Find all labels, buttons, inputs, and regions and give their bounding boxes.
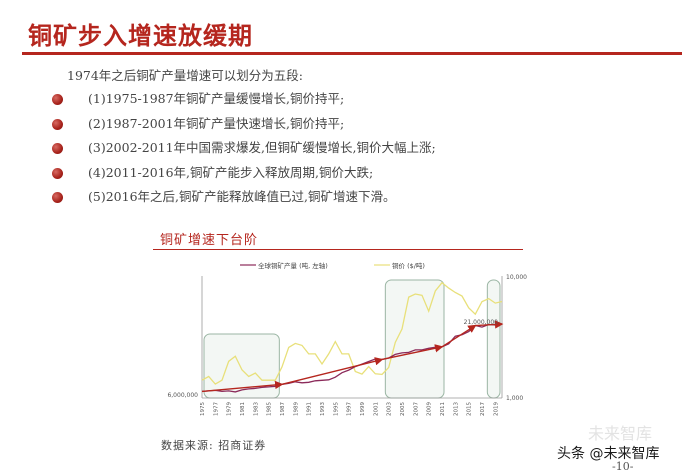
trend-arrow bbox=[441, 324, 477, 348]
left-axis-label-min: 6,000,000 bbox=[167, 392, 198, 399]
bullet-list: (1)1975-1987年铜矿产量缓慢增长,铜价持平; (2)1987-2001… bbox=[52, 90, 436, 213]
x-tick-label: 1995 bbox=[333, 402, 339, 416]
bullet-item: (3)2002-2011年中国需求爆发,但铜矿缓慢增长,铜价大幅上涨; bbox=[52, 139, 436, 164]
chart-title: 铜矿增速下台阶 bbox=[160, 233, 259, 248]
legend-label-price: 铜价 ($/吨) bbox=[392, 261, 425, 270]
bullet-item: (4)2011-2016年,铜矿产能步入释放周期,铜价大跌; bbox=[52, 164, 436, 189]
bullet-item: (1)1975-1987年铜矿产量缓慢增长,铜价持平; bbox=[52, 90, 436, 115]
slide-title: 铜矿步入增速放缓期 bbox=[28, 22, 253, 50]
x-tick-label: 1983 bbox=[253, 402, 259, 416]
x-tick-label: 1993 bbox=[320, 402, 326, 416]
x-tick-label: 1979 bbox=[227, 402, 233, 416]
x-tick-label: 2003 bbox=[387, 402, 393, 416]
bullet-text: (1)1975-1987年铜矿产量缓慢增长,铜价持平; bbox=[88, 91, 345, 106]
bullet-dot-icon bbox=[52, 118, 63, 130]
x-tick-label: 1999 bbox=[360, 402, 366, 416]
x-tick-label: 2019 bbox=[493, 402, 499, 416]
data-source: 数据来源: 招商证券 bbox=[161, 439, 267, 452]
bullet-dot-icon bbox=[52, 143, 63, 154]
x-tick-label: 2011 bbox=[440, 402, 446, 416]
chart-legend: 全球铜矿产量 (吨, 左轴) 铜价 ($/吨) bbox=[240, 261, 425, 270]
trend-arrow bbox=[201, 380, 284, 393]
copper-chart: 全球铜矿产量 (吨, 左轴) 铜价 ($/吨) 1975 1977 1979 1981 1… bbox=[167, 261, 527, 416]
period-box bbox=[486, 279, 501, 399]
watermark: 头条 @未来智库 bbox=[557, 446, 660, 462]
right-axis-label-min: 1,000 bbox=[506, 395, 523, 402]
x-tick-label: 1977 bbox=[213, 402, 219, 416]
bullet-text: (5)2016年之后,铜矿产能释放峰值已过,铜矿增速下滑。 bbox=[88, 189, 396, 204]
x-tick-label: 2001 bbox=[373, 402, 379, 416]
x-tick-label: 1989 bbox=[293, 402, 299, 416]
title-underline bbox=[22, 52, 682, 55]
trend-arrow bbox=[281, 357, 384, 385]
trend-arrow bbox=[475, 320, 504, 329]
x-tick-label: 2007 bbox=[413, 402, 419, 416]
right-axis-label-max: 10,000 bbox=[506, 274, 527, 281]
x-tick-label: 1997 bbox=[347, 402, 353, 416]
trend-arrows bbox=[201, 320, 504, 393]
bullet-dot-icon bbox=[52, 192, 63, 203]
period-highlight-boxes bbox=[203, 279, 501, 399]
x-tick-label: 1987 bbox=[280, 402, 286, 416]
bullet-dot-icon bbox=[52, 94, 63, 105]
x-tick-label: 1985 bbox=[267, 402, 273, 416]
bullet-text: (4)2011-2016年,铜矿产能步入释放周期,铜价大跌; bbox=[88, 164, 374, 180]
watermark-faint: 未来智库 bbox=[588, 424, 653, 443]
x-tick-label: 2005 bbox=[400, 402, 406, 416]
bullet-text: (3)2002-2011年中国需求爆发,但铜矿缓慢增长,铜价大幅上涨; bbox=[88, 140, 436, 155]
page-number: -10- bbox=[612, 460, 634, 473]
chart-axes bbox=[201, 276, 503, 399]
x-tick-label: 2013 bbox=[453, 402, 459, 416]
legend-label-output: 全球铜矿产量 (吨, 左轴) bbox=[258, 261, 328, 270]
x-tick-label: 2015 bbox=[467, 402, 473, 416]
left-axis-label-max: 21,000,000 bbox=[464, 319, 499, 326]
title-bar: 铜矿步入增速放缓期 bbox=[0, 12, 700, 55]
period-box bbox=[384, 279, 445, 399]
bullet-item: (5)2016年之后,铜矿产能释放峰值已过,铜矿增速下滑。 bbox=[52, 188, 436, 213]
intro-text: 1974年之后铜矿产量增速可以划分为五段: bbox=[67, 68, 304, 83]
chart-title-rule bbox=[153, 249, 523, 250]
price-series-line bbox=[201, 281, 503, 385]
bullet-dot-icon bbox=[52, 167, 63, 179]
bullet-text: (2)1987-2001年铜矿产量快速增长,铜价持平; bbox=[88, 115, 345, 131]
x-tick-label: 1981 bbox=[240, 402, 246, 416]
x-tick-label: 2009 bbox=[427, 402, 433, 416]
bullet-item: (2)1987-2001年铜矿产量快速增长,铜价持平; bbox=[52, 115, 436, 140]
chart-tick-labels: 1975 1977 1979 1981 1983 1985 1987 1989 1991 1993… bbox=[167, 274, 527, 416]
x-tick-label: 1975 bbox=[200, 402, 206, 416]
x-tick-label: 2017 bbox=[480, 402, 486, 416]
x-tick-label: 1991 bbox=[307, 402, 313, 416]
trend-arrow bbox=[381, 344, 444, 361]
